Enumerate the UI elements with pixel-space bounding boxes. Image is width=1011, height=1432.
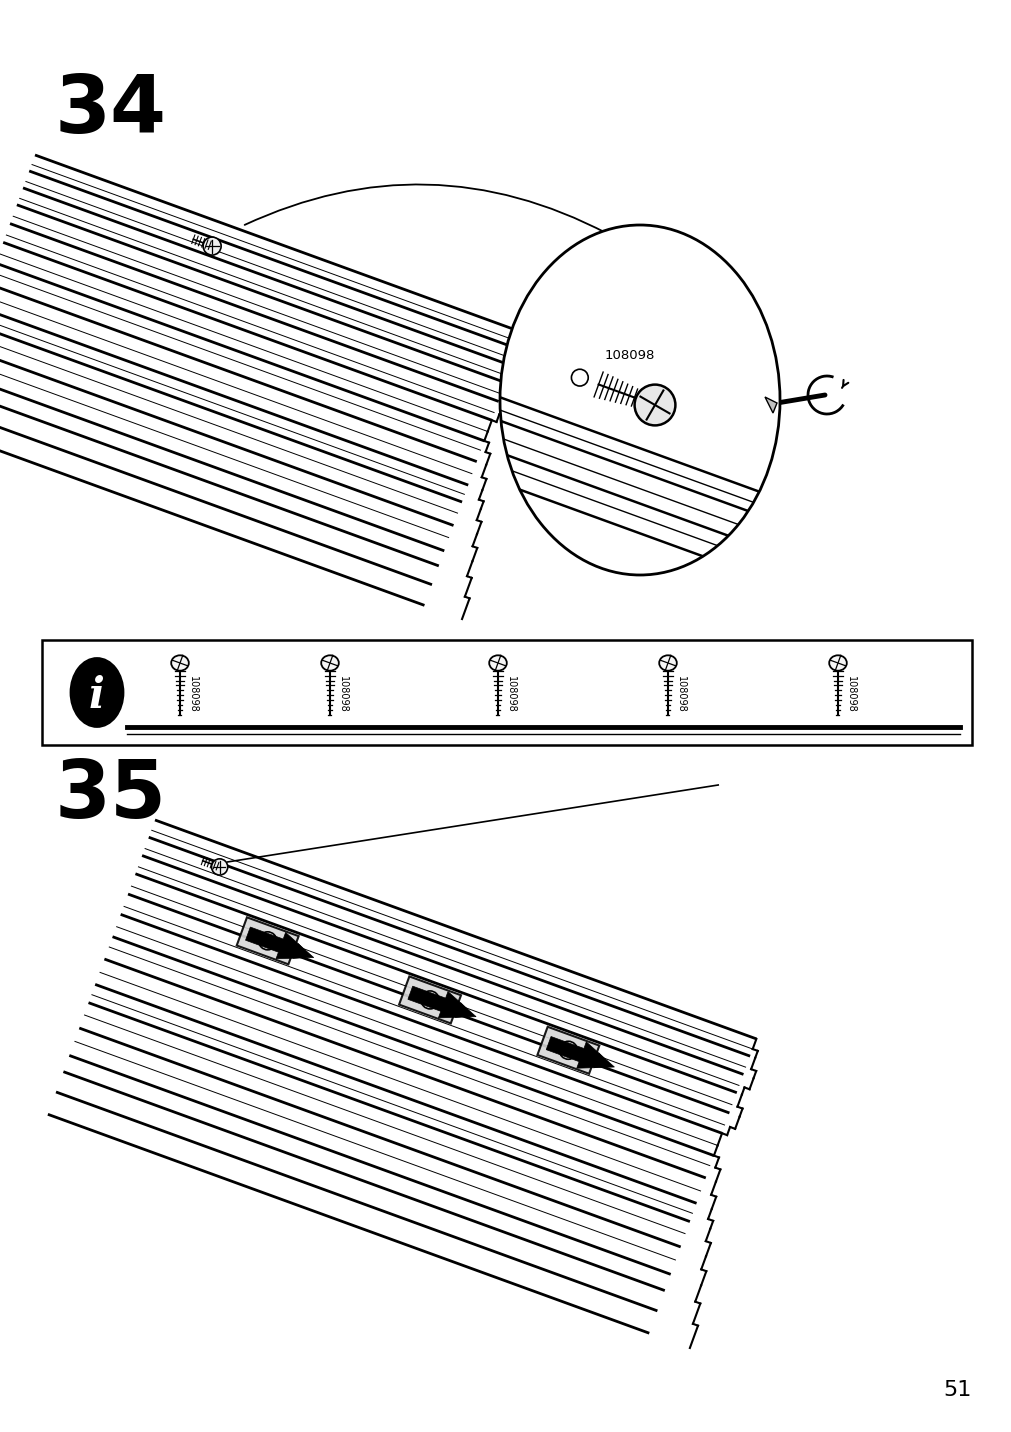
Text: i: i <box>89 674 105 716</box>
Ellipse shape <box>658 656 676 670</box>
Text: 108098: 108098 <box>845 676 855 713</box>
Circle shape <box>634 385 674 425</box>
Polygon shape <box>398 977 461 1024</box>
Circle shape <box>211 859 227 875</box>
Polygon shape <box>546 1037 614 1068</box>
Text: 108098: 108098 <box>675 676 685 713</box>
Text: 108098: 108098 <box>338 676 348 713</box>
Ellipse shape <box>828 656 846 670</box>
Circle shape <box>421 991 439 1010</box>
Text: 108098: 108098 <box>188 676 198 713</box>
Ellipse shape <box>499 225 779 576</box>
FancyBboxPatch shape <box>42 640 971 745</box>
Ellipse shape <box>71 659 123 726</box>
Text: 35: 35 <box>55 758 167 835</box>
Circle shape <box>559 1041 577 1060</box>
Polygon shape <box>246 927 313 959</box>
Text: 34: 34 <box>55 72 167 150</box>
Polygon shape <box>537 1027 599 1074</box>
Ellipse shape <box>320 656 339 670</box>
Text: 51: 51 <box>942 1380 971 1400</box>
Text: 108098: 108098 <box>506 676 516 713</box>
Text: 108098: 108098 <box>605 349 654 362</box>
Circle shape <box>259 932 276 949</box>
Polygon shape <box>407 987 475 1018</box>
Polygon shape <box>764 397 776 412</box>
Polygon shape <box>237 918 298 964</box>
Ellipse shape <box>488 656 507 670</box>
Circle shape <box>203 238 221 255</box>
Ellipse shape <box>171 656 189 670</box>
Circle shape <box>571 369 587 387</box>
